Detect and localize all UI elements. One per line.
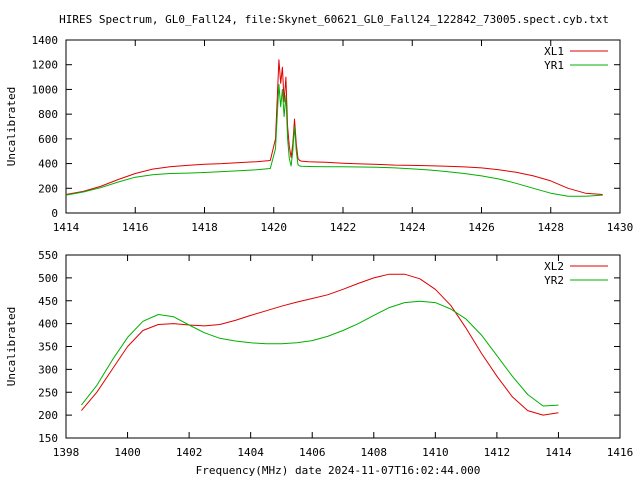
y-tick-label: 600 [38, 133, 58, 146]
y-tick-label: 1400 [32, 34, 59, 47]
y-tick-label: 800 [38, 108, 58, 121]
x-tick-label: 1400 [114, 446, 141, 459]
x-tick-label: 1414 [545, 446, 572, 459]
y-tick-label: 400 [38, 158, 58, 171]
figure-title: HIRES Spectrum, GL0_Fall24, file:Skynet_… [59, 13, 609, 26]
series-line-xl2 [81, 273, 559, 416]
y-tick-label: 1000 [32, 83, 59, 96]
x-tick-label: 1414 [53, 221, 80, 234]
y-tick-label: 350 [38, 341, 58, 354]
y-tick-label: 250 [38, 386, 58, 399]
y-tick-label: 0 [51, 207, 58, 220]
y-tick-label: 200 [38, 409, 58, 422]
x-tick-label: 1420 [261, 221, 288, 234]
legend-label-yr1: YR1 [544, 59, 564, 72]
y-axis-label: Uncalibrated [5, 87, 18, 166]
legend-label-yr2: YR2 [544, 274, 564, 287]
x-tick-label: 1426 [468, 221, 495, 234]
x-tick-label: 1422 [330, 221, 357, 234]
footer-label: Frequency(MHz) date 2024-11-07T16:02:44.… [196, 464, 481, 477]
x-tick-label: 1406 [299, 446, 326, 459]
y-tick-label: 500 [38, 272, 58, 285]
plot-top: 1414 1416 1418 1420 1422 1424 1426 1428 1430 0 200… [5, 34, 633, 234]
x-tick-label: 1412 [484, 446, 511, 459]
y-tick-label: 150 [38, 432, 58, 445]
y-tick-label: 1200 [32, 59, 59, 72]
plot-bottom: 1398 1400 1402 1404 1406 1408 1410 1412 1414 1416… [5, 249, 633, 459]
y-tick-label: 450 [38, 295, 58, 308]
x-tick-label: 1398 [53, 446, 80, 459]
legend-label-xl2: XL2 [544, 260, 564, 273]
y-tick-label: 300 [38, 363, 58, 376]
x-tick-label: 1416 [607, 446, 634, 459]
series-line-yr2 [81, 300, 559, 407]
plot-frame [65, 254, 621, 439]
x-tick-label: 1408 [361, 446, 388, 459]
series-line-yr1 [65, 84, 603, 197]
legend-label-xl1: XL1 [544, 45, 564, 58]
x-tick-label: 1404 [237, 446, 264, 459]
plot-frame [65, 39, 621, 214]
x-tick-label: 1410 [422, 446, 449, 459]
y-tick-label: 400 [38, 318, 58, 331]
x-tick-label: 1418 [191, 221, 218, 234]
x-tick-label: 1428 [538, 221, 565, 234]
y-tick-label: 200 [38, 182, 58, 195]
y-axis-label: Uncalibrated [5, 307, 18, 386]
y-tick-label: 550 [38, 249, 58, 262]
x-tick-label: 1424 [399, 221, 426, 234]
x-tick-label: 1402 [176, 446, 203, 459]
x-tick-label: 1416 [122, 221, 149, 234]
x-tick-label: 1430 [607, 221, 634, 234]
series-line-xl1 [65, 59, 603, 195]
